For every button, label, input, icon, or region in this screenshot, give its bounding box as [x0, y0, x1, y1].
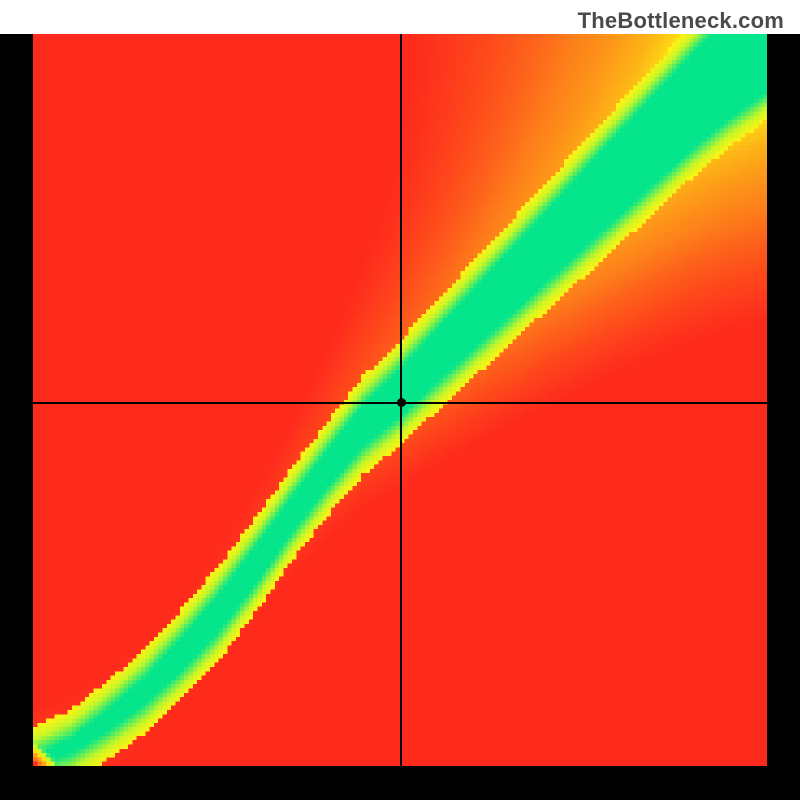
root: TheBottleneck.com: [0, 0, 800, 800]
plot-outer-border: [0, 34, 800, 800]
plot-area: [33, 34, 767, 766]
watermark-text: TheBottleneck.com: [578, 8, 784, 34]
